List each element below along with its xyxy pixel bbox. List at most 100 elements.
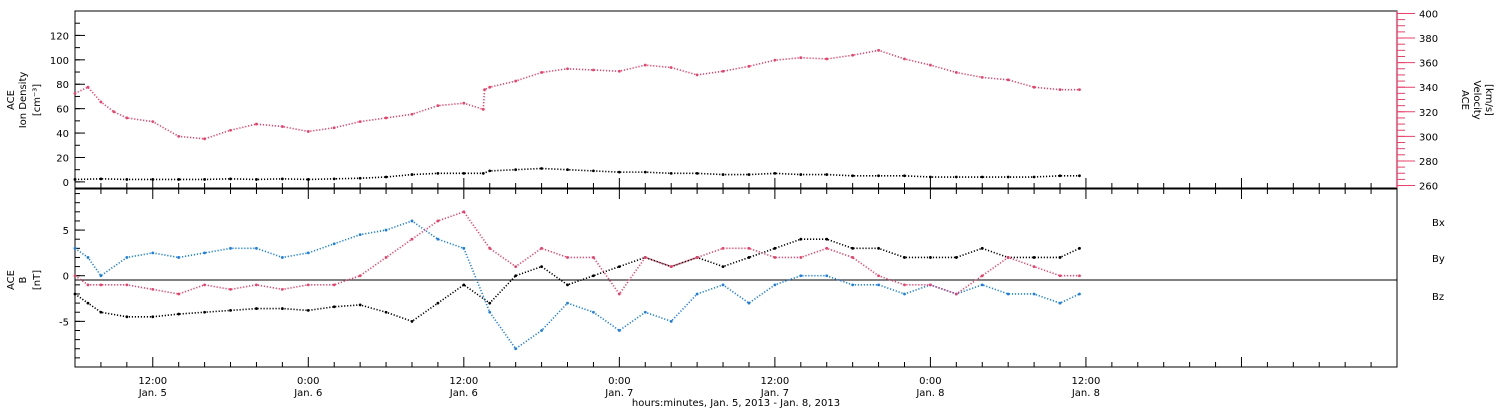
velocity-point xyxy=(332,126,336,130)
by-point xyxy=(514,347,518,351)
density-point xyxy=(617,170,621,174)
x-tick-time: 0:00 xyxy=(297,376,319,387)
by-point xyxy=(980,283,984,287)
bz-trace xyxy=(74,210,1080,296)
velocity-point xyxy=(980,75,984,79)
bx-point xyxy=(903,256,906,259)
velocity-tick-label: 320 xyxy=(1419,108,1438,119)
bx-point xyxy=(410,319,414,323)
by-point xyxy=(1078,292,1081,296)
bx-point xyxy=(799,237,803,241)
velocity-point xyxy=(481,107,485,111)
velocity-point xyxy=(669,66,673,69)
density-point xyxy=(1006,175,1010,179)
x-tick-date: Jan. 8 xyxy=(915,388,944,399)
density-point xyxy=(436,171,440,175)
bx-point xyxy=(617,265,621,268)
bz-point xyxy=(643,256,647,259)
density-point xyxy=(481,171,485,175)
velocity-tick-label: 400 xyxy=(1419,9,1438,20)
x-tick-date: Jan. 6 xyxy=(449,388,478,399)
velocity-point xyxy=(851,53,855,57)
by-point xyxy=(306,251,310,255)
by-point xyxy=(851,283,855,287)
by-point xyxy=(410,219,414,223)
bz-point xyxy=(436,219,440,223)
by-point xyxy=(86,256,90,259)
bx-point xyxy=(1032,256,1036,259)
by-point xyxy=(1058,301,1062,305)
bx-trace xyxy=(74,238,1080,323)
bx-point xyxy=(280,307,284,310)
velocity-point xyxy=(86,85,90,89)
density-point xyxy=(851,174,855,178)
density-tick-label: 60 xyxy=(56,105,69,116)
velocity-point xyxy=(903,57,906,61)
density-point xyxy=(514,168,518,172)
velocity-point xyxy=(540,71,543,74)
density-tick-label: 120 xyxy=(50,31,69,42)
by-point xyxy=(229,246,232,250)
bz-point xyxy=(410,237,414,241)
velocity-point xyxy=(566,67,569,71)
bz-point xyxy=(929,283,932,287)
legend-bx: Bx xyxy=(1432,218,1445,229)
bz-point xyxy=(799,256,803,259)
by-point xyxy=(695,292,699,296)
bx-point xyxy=(514,274,518,278)
b-tick-label: 0 xyxy=(63,272,69,283)
density-point xyxy=(255,178,258,181)
bz-point xyxy=(177,292,181,296)
velocity-point xyxy=(73,91,77,95)
density-point xyxy=(980,175,984,179)
bx-point xyxy=(306,309,310,312)
bottom-panel-frame xyxy=(74,188,1398,368)
velocity-tick-label: 360 xyxy=(1419,59,1438,70)
bz-series xyxy=(73,210,1081,296)
density-point xyxy=(358,176,362,180)
density-point xyxy=(643,170,647,174)
density-point xyxy=(332,177,336,181)
velocity-point xyxy=(462,101,466,105)
density-point xyxy=(280,177,284,181)
by-point xyxy=(566,301,569,305)
velocity-axis: 260 280 300 320 340 360 380 400 xyxy=(1396,9,1438,193)
density-point xyxy=(773,171,777,175)
density-point xyxy=(99,177,103,181)
bx-point xyxy=(229,309,232,312)
bx-point xyxy=(384,310,388,314)
density-point xyxy=(903,174,906,178)
x-tick-time: 0:00 xyxy=(919,376,941,387)
b-axis: -5 0 5 xyxy=(59,193,85,359)
density-point xyxy=(695,171,699,175)
velocity-point xyxy=(1058,88,1062,92)
by-point xyxy=(462,246,466,250)
bx-point xyxy=(877,246,880,250)
velocity-tick-label: 340 xyxy=(1419,83,1438,94)
density-tick-label: 40 xyxy=(56,129,69,140)
velocity-point xyxy=(877,48,880,52)
velocity-label-line2: Velocity xyxy=(1471,80,1482,119)
by-point xyxy=(203,251,207,255)
bx-point xyxy=(86,301,90,305)
density-point xyxy=(177,178,181,181)
x-tick-date: Jan. 6 xyxy=(293,388,322,399)
velocity-label-line1: ACE xyxy=(1459,90,1470,110)
by-point xyxy=(332,242,336,246)
legend-bz: Bz xyxy=(1432,292,1444,303)
by-point xyxy=(799,274,803,278)
velocity-point xyxy=(1078,88,1081,92)
bz-point xyxy=(825,246,829,250)
b-label-line2: B xyxy=(18,276,29,283)
density-point xyxy=(825,173,829,176)
bz-point xyxy=(358,274,362,278)
by-point xyxy=(488,310,492,314)
bx-point xyxy=(462,283,466,287)
density-tick-label: 0 xyxy=(63,178,69,189)
bz-point xyxy=(332,283,336,287)
density-label-line1: ACE xyxy=(6,90,17,110)
bx-point xyxy=(125,315,129,319)
density-point xyxy=(954,175,958,179)
density-label-line2: Ion Density xyxy=(18,72,29,129)
density-point xyxy=(125,178,129,181)
